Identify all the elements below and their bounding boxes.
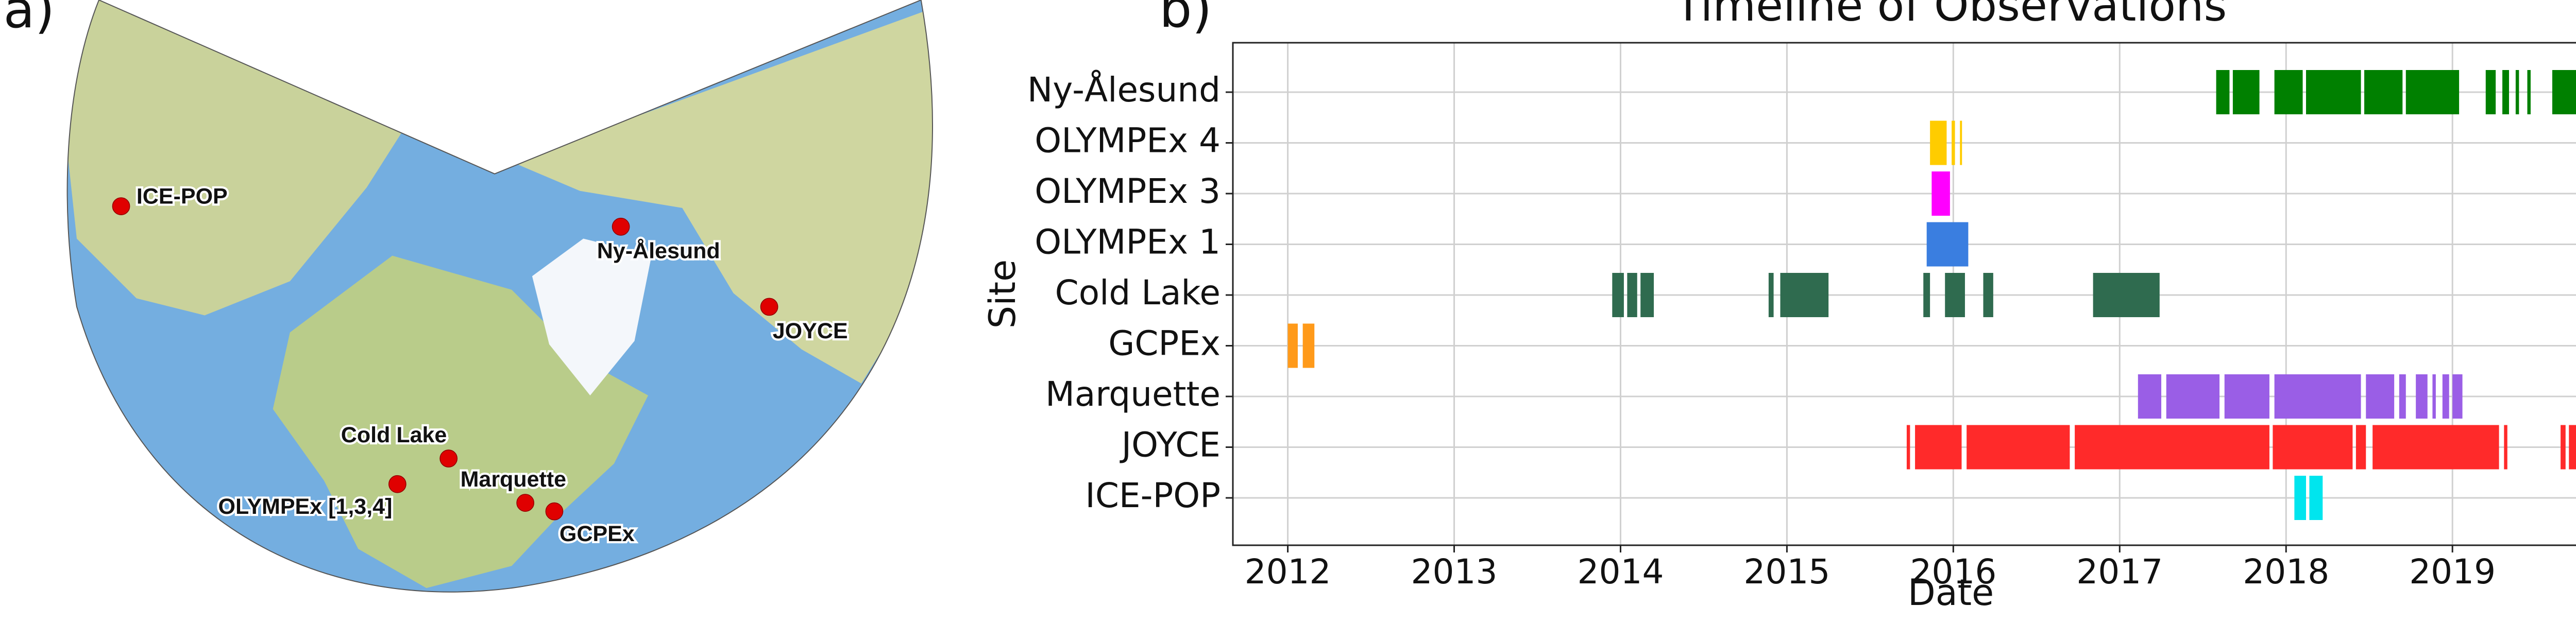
- map: a) ICE-POP Ny-Ålesund JOYCE Cold Lake OLYMPE…: [4, 0, 933, 593]
- observation-bar: [1627, 273, 1637, 317]
- observation-bar: [2075, 425, 2269, 470]
- x-tick-label: 2019: [2409, 552, 2496, 592]
- x-axis-label: Date: [1908, 572, 1994, 614]
- site-marker: [545, 502, 564, 521]
- observation-bar: [1960, 120, 1962, 165]
- y-tick-label: OLYMPEx 1: [1035, 222, 1221, 262]
- site-label: Ny-Ålesund: [597, 238, 720, 263]
- observation-bar: [2138, 374, 2162, 419]
- observation-bar: [2093, 273, 2160, 317]
- observation-bar: [2527, 70, 2531, 114]
- x-tick-label: 2017: [2076, 552, 2163, 592]
- observation-bar: [2502, 70, 2509, 114]
- observation-bar: [1780, 273, 1829, 317]
- observation-bar: [2224, 374, 2269, 419]
- site-label: GCPEx: [560, 522, 635, 546]
- observation-bar: [2504, 425, 2507, 470]
- panel-label: a): [4, 0, 55, 40]
- x-tick-label: 2015: [1743, 552, 1830, 592]
- observation-bar: [1768, 273, 1774, 317]
- y-tick-label: OLYMPEx 4: [1035, 121, 1221, 161]
- observation-bar: [1945, 273, 1965, 317]
- observation-bar: [1952, 120, 1955, 165]
- observation-bar: [2355, 425, 2366, 470]
- site-marker: [439, 449, 458, 468]
- observation-bar: [2552, 70, 2576, 114]
- y-tick-label: Marquette: [1045, 374, 1221, 414]
- x-tick-label: 2014: [1577, 552, 1664, 592]
- observation-bar: [2294, 476, 2306, 520]
- observation-bar: [2405, 70, 2460, 114]
- y-tick-label: Ny-Ålesund: [1027, 70, 1221, 110]
- observation-bar: [1983, 273, 1993, 317]
- observation-bar: [2366, 374, 2395, 419]
- chart-title: Timeline of Observations: [1674, 0, 2227, 31]
- observation-bar: [1640, 273, 1654, 317]
- observation-bar: [1612, 273, 1624, 317]
- site-marker: [612, 217, 630, 236]
- y-tick-label: GCPEx: [1108, 324, 1221, 364]
- observation-bar: [2416, 374, 2428, 419]
- site-marker: [516, 494, 535, 512]
- observation-bar: [2515, 70, 2519, 114]
- site-label: Marquette: [461, 467, 567, 492]
- observation-bar: [2399, 374, 2406, 419]
- y-tick-label: ICE-POP: [1085, 476, 1221, 515]
- map-body: [67, 0, 933, 592]
- site-marker: [760, 298, 778, 316]
- y-axis-label: Site: [981, 259, 1024, 328]
- land: [512, 0, 933, 384]
- map-outline: [66, 0, 933, 593]
- y-tick-label: JOYCE: [1120, 425, 1221, 465]
- observation-bar: [2485, 70, 2496, 114]
- plot-frame: [1232, 42, 2576, 546]
- y-tick-label: OLYMPEx 3: [1035, 171, 1221, 211]
- observation-bar: [1287, 323, 1298, 368]
- observation-bar: [2274, 70, 2303, 114]
- observation-bar: [1906, 425, 1910, 470]
- site-label: ICE-POP: [137, 184, 228, 209]
- observation-bar: [2274, 374, 2361, 419]
- observation-bar: [2309, 476, 2323, 520]
- observation-bar: [1926, 222, 1969, 267]
- observation-bar: [2372, 425, 2499, 470]
- observation-bar: [1302, 323, 1315, 368]
- x-tick-label: 2016: [1910, 552, 1996, 592]
- site-marker: [388, 475, 406, 493]
- observation-bar: [2364, 70, 2403, 114]
- site-label: JOYCE: [773, 319, 848, 343]
- site-markers: ICE-POP Ny-Ålesund JOYCE Cold Lake OLYMPEx […: [112, 182, 850, 548]
- observation-bar: [2166, 374, 2220, 419]
- x-tick-label: 2013: [1411, 552, 1498, 592]
- x-tick-label: 2012: [1245, 552, 1331, 592]
- site-marker: [112, 197, 130, 215]
- observation-bar: [1930, 120, 1947, 165]
- ice-sheet: [532, 238, 652, 396]
- observation-bar: [1967, 425, 2070, 470]
- observation-bar: [2216, 70, 2230, 114]
- observation-bar: [2306, 70, 2361, 114]
- observation-bar: [1915, 425, 1962, 470]
- observation-bar: [2569, 425, 2576, 470]
- x-tick-label: 2018: [2243, 552, 2329, 592]
- observation-bar: [2273, 425, 2353, 470]
- y-tick-label: Cold Lake: [1055, 273, 1221, 313]
- site-label: Cold Lake: [341, 423, 447, 447]
- observation-bar: [2561, 425, 2566, 470]
- site-label: OLYMPEx [1,3,4]: [218, 494, 393, 519]
- observation-bar: [2452, 374, 2463, 419]
- observation-bar: [2232, 70, 2260, 114]
- observation-bar: [1931, 171, 1950, 216]
- timeline-chart: b) Timeline of Observations Date Site 2012 20…: [981, 0, 2576, 614]
- panel-label: b): [1159, 0, 1212, 39]
- observation-bar: [1923, 273, 1930, 317]
- observation-bar: [2432, 374, 2436, 419]
- observation-bar: [2442, 374, 2449, 419]
